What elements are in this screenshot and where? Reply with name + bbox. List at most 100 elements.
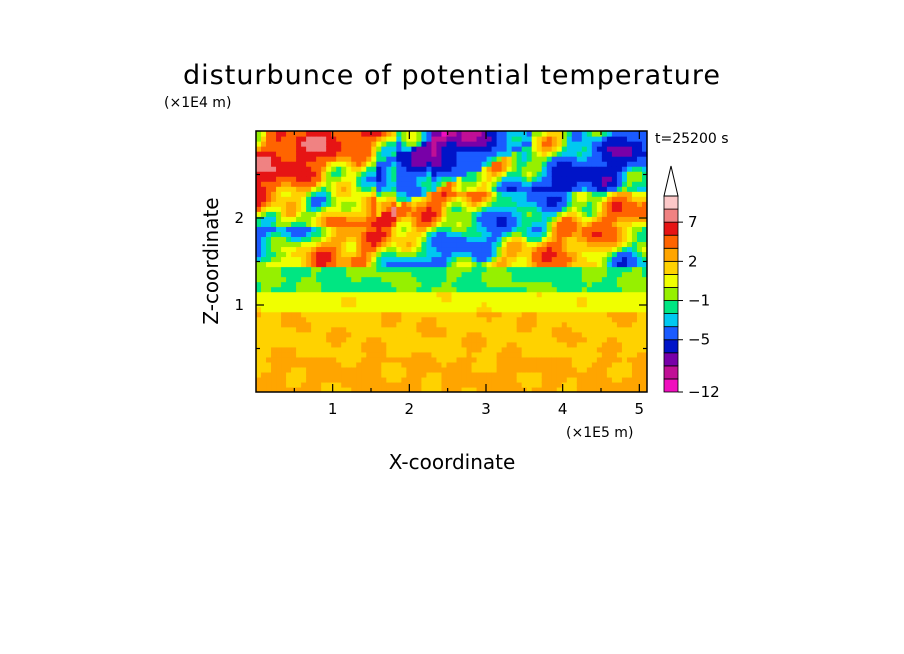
heatmap-cell [461,216,468,222]
heatmap-cell [476,196,483,202]
heatmap-cell [591,141,598,147]
heatmap-cell [381,231,387,237]
heatmap-cell [466,326,473,333]
heatmap-cell [586,336,593,343]
heatmap-cell [296,151,302,157]
heatmap-cell [486,276,493,283]
heatmap-cell [396,331,402,338]
heatmap-cell [271,306,277,313]
heatmap-cell [471,356,478,363]
heatmap-cell [476,141,483,147]
heatmap-cell [286,316,292,323]
heatmap-cell [306,321,312,328]
heatmap-cell [391,261,397,268]
heatmap-cell [306,356,312,363]
heatmap-cell [601,211,608,217]
heatmap-cell [346,371,352,378]
heatmap-cell [331,161,337,167]
heatmap-cell [316,291,322,298]
heatmap-cell [461,131,468,137]
heatmap-cell [401,246,407,253]
heatmap-cell [501,161,508,167]
heatmap-cell [391,161,397,167]
heatmap-cell [476,161,483,167]
heatmap-cell [616,361,623,368]
heatmap-cell [381,151,387,157]
heatmap-cell [471,286,478,293]
heatmap-cell [271,326,277,333]
heatmap-cell [586,236,593,243]
heatmap-cell [446,341,453,348]
heatmap-cell [436,346,443,353]
heatmap-cell [366,171,372,177]
heatmap-cell [401,136,407,142]
heatmap-cell [471,181,478,187]
heatmap-cell [566,236,573,243]
heatmap-cell [606,301,613,308]
heatmap-cell [621,161,628,167]
heatmap-cell [296,301,302,308]
heatmap-cell [451,136,458,142]
heatmap-cell [591,346,598,353]
x-tick-label: 5 [635,400,645,418]
heatmap-cell [266,136,272,142]
heatmap-cell [471,131,478,137]
heatmap-cell [551,226,558,232]
heatmap-cell [501,366,508,373]
heatmap-cell [616,351,623,358]
heatmap-cell [641,386,647,392]
heatmap-cell [421,256,428,263]
heatmap-cell [486,236,493,243]
heatmap-cell [281,236,287,243]
heatmap-cell [516,256,523,263]
heatmap-cell [351,246,357,253]
heatmap-cell [376,261,382,268]
heatmap-cell [586,156,593,162]
heatmap-cell [641,366,647,373]
heatmap-cell [536,236,543,243]
heatmap-cell [556,131,563,137]
heatmap-cell [551,271,558,278]
heatmap-cell [401,241,407,248]
heatmap-cell [571,171,578,177]
heatmap-cell [406,221,412,227]
heatmap-cell [481,361,488,368]
heatmap-cell [301,166,307,172]
heatmap-cell [526,386,533,392]
heatmap-cell [366,141,372,147]
heatmap-cell [481,231,488,237]
heatmap-cell [456,246,463,253]
heatmap-cell [316,141,322,147]
heatmap-cell [311,271,317,278]
heatmap-cell [371,251,377,258]
heatmap-cell [301,211,307,217]
heatmap-cell [611,251,618,258]
heatmap-cell [491,181,498,187]
heatmap-cell [476,216,483,222]
heatmap-cell [281,151,287,157]
heatmap-cell [621,206,628,212]
heatmap-cell [441,236,448,243]
heatmap-cell [366,146,372,152]
heatmap-cell [411,296,418,303]
heatmap-cell [371,161,377,167]
heatmap-cell [431,301,438,308]
heatmap-cell [406,271,412,278]
heatmap-cell [481,341,488,348]
heatmap-cell [256,361,262,368]
heatmap-cell [326,266,332,273]
heatmap-cell [601,141,608,147]
colorbar-tick-label: −5 [688,331,710,349]
heatmap-cell [291,231,297,237]
heatmap-cell [391,376,397,383]
heatmap-cell [621,326,628,333]
heatmap-cell [486,376,493,383]
heatmap-cell [266,336,272,343]
heatmap-cell [561,236,568,243]
heatmap-cell [441,356,448,363]
heatmap-cell [351,291,357,298]
heatmap-cell [276,341,282,348]
heatmap-cell [486,321,493,328]
heatmap-cell [336,176,342,182]
heatmap-cell [371,351,377,358]
